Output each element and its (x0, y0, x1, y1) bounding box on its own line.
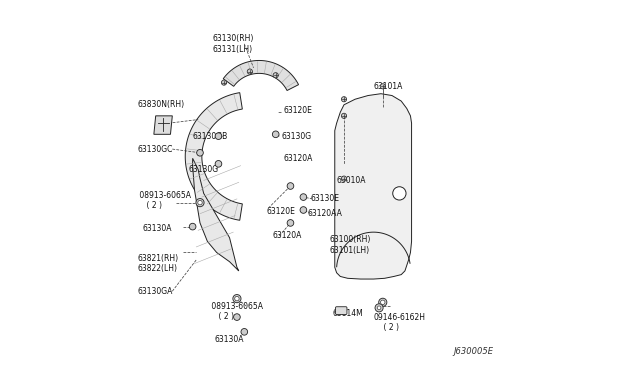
Circle shape (377, 306, 381, 310)
Circle shape (221, 80, 227, 85)
FancyBboxPatch shape (335, 307, 347, 314)
Circle shape (287, 219, 294, 226)
Circle shape (198, 201, 202, 205)
Circle shape (375, 304, 383, 312)
Text: 63130GA: 63130GA (137, 287, 173, 296)
Circle shape (233, 295, 241, 303)
Text: 63120AA: 63120AA (307, 209, 342, 218)
Text: 63120E: 63120E (266, 207, 295, 217)
Circle shape (341, 113, 347, 118)
Polygon shape (154, 116, 172, 134)
Text: 09146-6162H
    ( 2 ): 09146-6162H ( 2 ) (374, 313, 426, 332)
Circle shape (341, 176, 347, 181)
Text: 63120E: 63120E (283, 106, 312, 115)
Circle shape (235, 296, 239, 301)
Circle shape (381, 300, 385, 305)
Text: 63814M: 63814M (333, 309, 364, 318)
Text: J630005E: J630005E (454, 347, 493, 356)
Circle shape (287, 183, 294, 189)
Text: 63130(RH)
63131(LH): 63130(RH) 63131(LH) (213, 34, 254, 54)
Circle shape (380, 84, 385, 89)
Polygon shape (185, 93, 243, 220)
Polygon shape (193, 158, 239, 271)
Circle shape (196, 150, 204, 156)
Text: 63120A: 63120A (272, 231, 301, 240)
Text: 63821(RH)
63822(LH): 63821(RH) 63822(LH) (137, 254, 179, 273)
Text: 63101A: 63101A (374, 82, 403, 91)
Circle shape (234, 314, 240, 320)
Polygon shape (223, 61, 298, 90)
Text: 63130A: 63130A (143, 224, 172, 233)
Text: 63130A: 63130A (215, 335, 244, 344)
Circle shape (300, 207, 307, 213)
Circle shape (379, 298, 387, 307)
Circle shape (393, 187, 406, 200)
Circle shape (215, 161, 222, 167)
Circle shape (241, 328, 248, 335)
Text: 63130E: 63130E (311, 195, 340, 203)
Circle shape (215, 133, 222, 140)
Text: 63120A: 63120A (283, 154, 312, 163)
Circle shape (300, 194, 307, 201)
Circle shape (341, 97, 347, 102)
Circle shape (189, 223, 196, 230)
Text: 63010A: 63010A (337, 176, 366, 185)
Text: 63130G: 63130G (189, 165, 219, 174)
Text: 08913-6065A
    ( 2 ): 08913-6065A ( 2 ) (137, 191, 191, 211)
Text: 63130GB: 63130GB (193, 132, 228, 141)
Circle shape (196, 199, 204, 207)
Text: 63130G: 63130G (281, 132, 311, 141)
Circle shape (273, 73, 278, 78)
Text: 63100(RH)
63101(LH): 63100(RH) 63101(LH) (329, 235, 371, 255)
Text: 63830N(RH): 63830N(RH) (137, 100, 184, 109)
Circle shape (273, 131, 279, 138)
Text: 63130GC: 63130GC (137, 145, 173, 154)
Text: 08913-6065A
    ( 2 ): 08913-6065A ( 2 ) (209, 302, 263, 321)
Circle shape (247, 69, 252, 74)
Polygon shape (335, 94, 412, 279)
